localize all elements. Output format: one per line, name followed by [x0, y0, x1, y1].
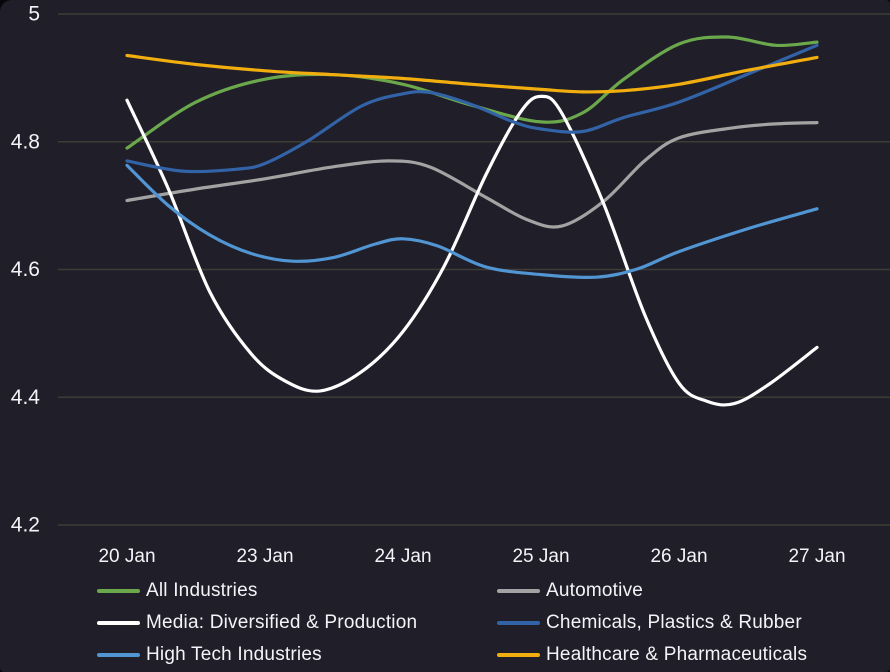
series-line-5 [125, 53, 819, 94]
legend-label: Automotive [546, 580, 644, 601]
x-axis-tick-label: 27 Jan [788, 546, 845, 567]
x-axis-tick-label: 24 Jan [374, 546, 431, 567]
series-line-1 [125, 121, 819, 229]
y-axis-tick-label: 4.6 [11, 258, 40, 281]
chart-legend: All Industries Media: Diversified & Produ… [0, 575, 890, 672]
x-axis-tick-label: 23 Jan [236, 546, 293, 567]
legend-line-swatch [97, 653, 140, 657]
legend-line-swatch [97, 621, 140, 625]
legend-item-chemicals-plastics-rubber[interactable]: Chemicals, Plastics & Rubber [497, 607, 807, 639]
x-axis-tick-label: 26 Jan [650, 546, 707, 567]
legend-column-1: Automotive Chemicals, Plastics & Rubber He… [497, 575, 807, 671]
line-chart: 5 4.8 4.6 4.4 4.2 20 Jan 23 Jan 24 Jan 25 Jan 26 … [11, 3, 890, 567]
legend-column-0: All Industries Media: Diversified & Produ… [97, 575, 417, 671]
series-line-0 [125, 35, 819, 150]
legend-label: High Tech Industries [146, 644, 322, 665]
y-axis-tick-label: 4.4 [11, 386, 41, 409]
y-axis-tick-label: 4.2 [11, 514, 40, 537]
series-line-4 [125, 163, 819, 280]
legend-line-swatch [497, 589, 540, 593]
legend-label: Healthcare & Pharmaceuticals [546, 644, 808, 665]
x-axis-tick-label: 20 Jan [98, 546, 155, 567]
legend-item-all-industries[interactable]: All Industries [97, 575, 417, 607]
x-axis-tick-label: 25 Jan [512, 546, 569, 567]
legend-line-swatch [97, 589, 140, 593]
legend-item-high-tech-industries[interactable]: High Tech Industries [97, 639, 417, 671]
legend-label: Media: Diversified & Production [146, 612, 418, 633]
series-line-2 [125, 94, 819, 407]
legend-item-media-diversified-production[interactable]: Media: Diversified & Production [97, 607, 417, 639]
legend-item-healthcare-pharmaceuticals[interactable]: Healthcare & Pharmaceuticals [497, 639, 807, 671]
legend-label: Chemicals, Plastics & Rubber [546, 612, 802, 633]
legend-line-swatch [497, 653, 540, 657]
legend-line-swatch [497, 621, 540, 625]
series-line-3 [125, 43, 819, 174]
y-axis-tick-label: 5 [28, 3, 40, 26]
legend-item-automotive[interactable]: Automotive [497, 575, 807, 607]
y-axis-tick-label: 4.8 [11, 130, 40, 153]
legend-label: All Industries [146, 580, 258, 601]
